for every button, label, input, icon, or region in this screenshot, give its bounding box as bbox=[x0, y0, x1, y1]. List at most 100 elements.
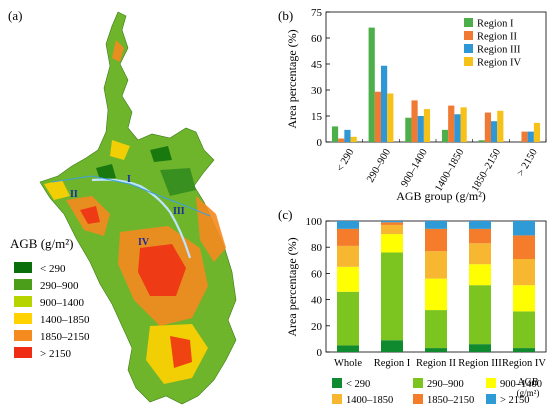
panel-a-label: (a) bbox=[8, 8, 22, 23]
chart-b-bar bbox=[448, 105, 455, 142]
chart-b-ytick-label: 75 bbox=[311, 7, 323, 19]
map-legend-label: 1850–2150 bbox=[40, 331, 90, 343]
chart-c-ytick-label: 80 bbox=[311, 242, 323, 254]
chart-c-segment bbox=[513, 235, 535, 259]
map-legend-label: 290–900 bbox=[40, 280, 79, 292]
chart-c-segment bbox=[381, 252, 403, 341]
chart-c-segment bbox=[513, 258, 535, 286]
chart-b-xtick-label: 290–900 bbox=[365, 147, 393, 184]
chart-b-bar bbox=[374, 91, 381, 142]
chart-b-ytick-label: 15 bbox=[311, 111, 323, 123]
map-legend-swatch bbox=[14, 262, 32, 273]
chart-c-segment bbox=[381, 340, 403, 352]
chart-c-legend-swatch bbox=[332, 394, 342, 404]
chart-b-bar bbox=[491, 121, 498, 142]
map-patch bbox=[196, 196, 226, 262]
map-patch bbox=[96, 164, 116, 180]
map-legend-label: 1400–1850 bbox=[40, 314, 90, 326]
chart-c-ytick-label: 60 bbox=[311, 268, 323, 280]
chart-c-legend-swatch bbox=[486, 394, 496, 404]
chart-b-bar bbox=[521, 131, 528, 142]
chart-c-ytick-label: 40 bbox=[311, 295, 323, 307]
chart-c-segment bbox=[469, 344, 491, 352]
chart-b-ytick-label: 60 bbox=[311, 33, 323, 45]
chart-c-ytick-label: 100 bbox=[306, 216, 323, 228]
panel-c-chart: (c) Area percentage (%) 0 20 40 60 80 100 Whol… bbox=[278, 207, 546, 406]
chart-b-legend-swatch bbox=[464, 44, 473, 53]
chart-b-bar bbox=[533, 122, 541, 142]
chart-c-segment bbox=[425, 221, 447, 229]
chart-b-xtick-label: < 290 bbox=[335, 147, 357, 174]
map-patch bbox=[160, 168, 196, 196]
chart-c-segment bbox=[469, 243, 491, 265]
chart-b-bar bbox=[338, 138, 345, 142]
chart-b-bar bbox=[441, 129, 449, 142]
chart-c-legend: < 290 290–900 900–1400 1400–1850 1850–2150 > … bbox=[332, 378, 542, 406]
chart-b-bar bbox=[350, 136, 357, 142]
chart-b-bar bbox=[331, 126, 339, 142]
chart-c-segment bbox=[337, 228, 359, 246]
chart-b-ytick-label: 30 bbox=[311, 85, 323, 97]
chart-b-bar bbox=[454, 114, 461, 142]
map-patch bbox=[110, 140, 130, 160]
chart-b-bar bbox=[460, 107, 467, 142]
chart-b-legend-label: Region IV bbox=[477, 58, 521, 69]
panel-b-chart: (b) Area percentage (%) AGB group (g/m²)… bbox=[278, 7, 547, 203]
map-patch bbox=[44, 180, 70, 200]
chart-c-segment bbox=[425, 251, 447, 279]
map-patch bbox=[150, 146, 172, 162]
chart-c-xtick-label: Region I bbox=[374, 358, 411, 369]
chart-c-segment bbox=[513, 285, 535, 312]
chart-c-segment bbox=[337, 291, 359, 346]
chart-c-segment bbox=[469, 264, 491, 286]
map-patch bbox=[170, 336, 192, 368]
region-labels: I II III IV bbox=[70, 174, 185, 248]
chart-b-bar bbox=[368, 27, 375, 143]
chart-b-legend-swatch bbox=[464, 57, 473, 66]
map-legend-title: AGB (g/m²) bbox=[10, 236, 73, 251]
chart-c-ylabel: Area percentage (%) bbox=[285, 237, 299, 336]
region-label-iii: III bbox=[173, 206, 185, 217]
chart-c-ytick-label: 20 bbox=[311, 321, 323, 333]
chart-c-segment bbox=[425, 310, 447, 349]
map-legend-items: < 290 290–900 900–1400 1400–1850 1850–2150 > … bbox=[14, 262, 90, 360]
chart-c-segment bbox=[337, 345, 359, 352]
chart-c-legend-label: < 290 bbox=[346, 379, 370, 390]
agb-map bbox=[39, 11, 237, 405]
river-line bbox=[91, 178, 192, 259]
map-patch bbox=[80, 206, 100, 224]
chart-b-legend-label: Region II bbox=[477, 32, 517, 43]
chart-b-legend-swatch bbox=[464, 18, 473, 27]
region-label-iv: IV bbox=[138, 237, 150, 248]
chart-c-segment bbox=[381, 234, 403, 253]
map-patch bbox=[138, 244, 186, 296]
chart-c-legend-swatch bbox=[332, 378, 342, 388]
map-legend-swatch bbox=[14, 313, 32, 324]
chart-b-bar bbox=[527, 131, 534, 142]
chart-c-segment bbox=[425, 228, 447, 252]
region-label-ii: II bbox=[70, 189, 78, 200]
chart-c-legend-label: 1400–1850 bbox=[346, 395, 393, 406]
chart-b-ylabel: Area percentage (%) bbox=[285, 29, 299, 128]
map-legend-label: < 290 bbox=[40, 263, 66, 275]
chart-c-legend-title-line1: AGB bbox=[517, 377, 538, 388]
chart-c-segment bbox=[513, 221, 535, 236]
chart-b-bar bbox=[417, 116, 424, 142]
chart-c-xtick-label: Region II bbox=[416, 358, 456, 369]
chart-c-segment bbox=[469, 228, 491, 244]
map-legend-swatch bbox=[14, 279, 32, 290]
chart-c-segment bbox=[381, 222, 403, 225]
chart-c-segment bbox=[425, 348, 447, 352]
map-legend-swatch bbox=[14, 330, 32, 341]
map-legend-swatch bbox=[14, 347, 32, 358]
chart-c-segment bbox=[381, 224, 403, 235]
chart-c-segment bbox=[469, 221, 491, 229]
chart-c-legend-label: 1850–2150 bbox=[427, 395, 474, 406]
panel-a-map: (a) I II III IV bbox=[8, 8, 237, 405]
chart-b-ytick-label: 45 bbox=[311, 59, 323, 71]
chart-b-bar bbox=[411, 100, 418, 142]
chart-c-xtick-label: Whole bbox=[334, 358, 362, 369]
chart-c-legend-swatch bbox=[486, 378, 496, 388]
chart-b-ytick-label: 0 bbox=[317, 137, 323, 149]
